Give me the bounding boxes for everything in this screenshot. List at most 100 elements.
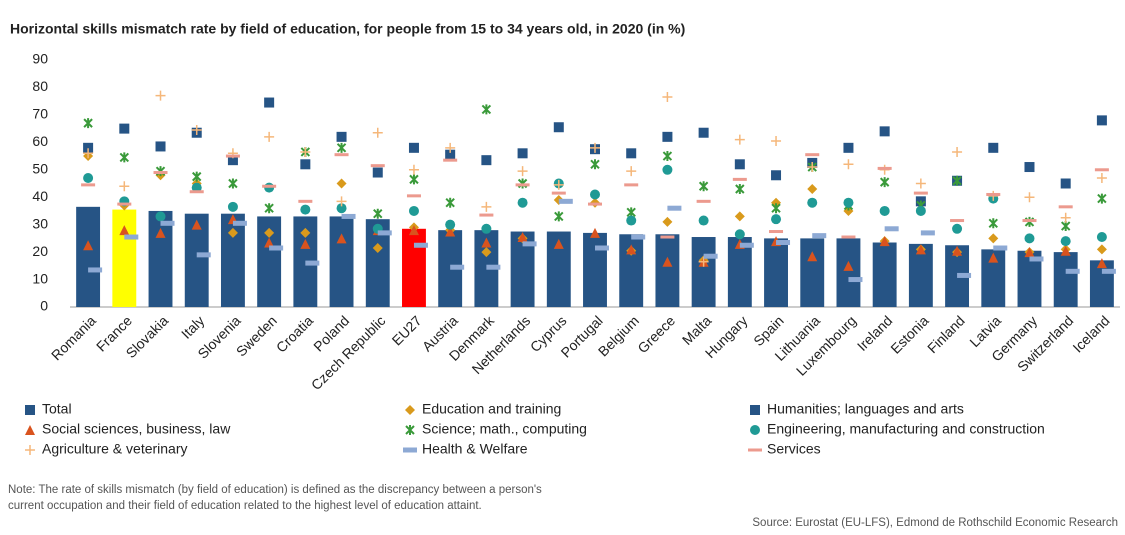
bar <box>619 234 644 307</box>
marker <box>626 148 637 159</box>
y-tick-label: 40 <box>32 188 48 204</box>
marker <box>479 213 494 217</box>
bar <box>1053 252 1078 307</box>
marker <box>300 238 311 249</box>
marker <box>300 159 311 170</box>
marker <box>735 183 745 194</box>
marker <box>698 181 709 192</box>
marker <box>807 162 818 173</box>
bar <box>76 206 101 307</box>
marker <box>300 227 311 238</box>
marker <box>957 272 972 278</box>
marker <box>662 131 673 142</box>
marker <box>153 171 168 175</box>
marker <box>879 177 890 188</box>
note: Note: The rate of skills mismatch (by fi… <box>8 484 542 512</box>
marker <box>445 149 456 160</box>
bar <box>800 238 825 307</box>
marker <box>232 220 247 226</box>
marker <box>988 142 999 153</box>
marker <box>227 155 238 166</box>
legend-label: Engineering, manufacturing and construct… <box>767 421 1045 437</box>
marker <box>336 203 347 214</box>
y-tick-label: 0 <box>40 298 48 314</box>
y-tick-label: 60 <box>32 133 48 149</box>
marker <box>409 174 419 185</box>
marker <box>698 127 709 138</box>
marker <box>1060 178 1071 189</box>
marker <box>83 118 93 129</box>
legend-label: Agriculture & veterinary <box>42 441 188 457</box>
marker <box>626 215 637 226</box>
legend-symbol <box>405 425 415 435</box>
marker <box>336 178 347 189</box>
x-tick-label: Iceland <box>1069 312 1112 355</box>
y-tick-label: 70 <box>32 106 48 122</box>
marker <box>481 155 492 166</box>
bar <box>257 216 282 307</box>
marker <box>993 245 1008 251</box>
marker <box>225 154 240 158</box>
legend-symbol <box>403 447 417 453</box>
bar <box>365 219 390 307</box>
bar <box>836 238 861 307</box>
marker <box>812 233 827 239</box>
marker <box>915 244 926 255</box>
marker <box>1096 244 1107 255</box>
marker <box>264 97 275 108</box>
marker <box>879 236 890 247</box>
marker <box>631 234 646 240</box>
marker <box>662 164 673 175</box>
legend-label: Total <box>42 401 72 417</box>
marker <box>915 178 926 189</box>
marker <box>189 190 204 194</box>
marker <box>406 194 421 198</box>
y-tick-label: 10 <box>32 270 48 286</box>
marker <box>626 166 637 177</box>
legend-label: Social sciences, business, law <box>42 421 231 437</box>
marker <box>298 199 313 203</box>
marker <box>807 251 818 262</box>
marker <box>734 211 745 222</box>
bar <box>872 242 897 307</box>
marker <box>986 192 1001 196</box>
marker <box>155 90 166 101</box>
marker <box>191 124 202 135</box>
marker <box>771 170 782 181</box>
x-tick-label: Croatia <box>273 312 316 355</box>
bar <box>329 216 354 307</box>
marker <box>771 203 781 214</box>
marker <box>843 159 854 170</box>
marker <box>920 230 935 236</box>
marker <box>734 159 745 170</box>
marker <box>1060 236 1071 247</box>
bar <box>510 231 535 307</box>
bar <box>981 249 1006 307</box>
y-tick-label: 20 <box>32 243 48 259</box>
marker <box>952 223 963 234</box>
marker <box>83 148 94 159</box>
marker <box>192 171 202 182</box>
marker <box>119 123 130 134</box>
marker <box>117 202 132 206</box>
marker <box>660 235 675 239</box>
marker <box>336 196 347 207</box>
marker <box>196 252 211 258</box>
marker <box>734 229 745 240</box>
bar <box>112 209 137 307</box>
marker <box>553 179 564 190</box>
marker <box>590 189 600 200</box>
legend-symbol <box>750 405 760 415</box>
marker <box>450 264 465 270</box>
marker <box>155 141 166 152</box>
marker <box>739 242 754 248</box>
marker <box>408 225 419 236</box>
marker <box>1024 162 1035 173</box>
y-tick-label: 30 <box>32 215 48 231</box>
marker <box>662 151 673 162</box>
marker <box>300 146 311 157</box>
marker <box>155 211 166 222</box>
bar <box>402 228 426 307</box>
marker <box>160 220 175 226</box>
